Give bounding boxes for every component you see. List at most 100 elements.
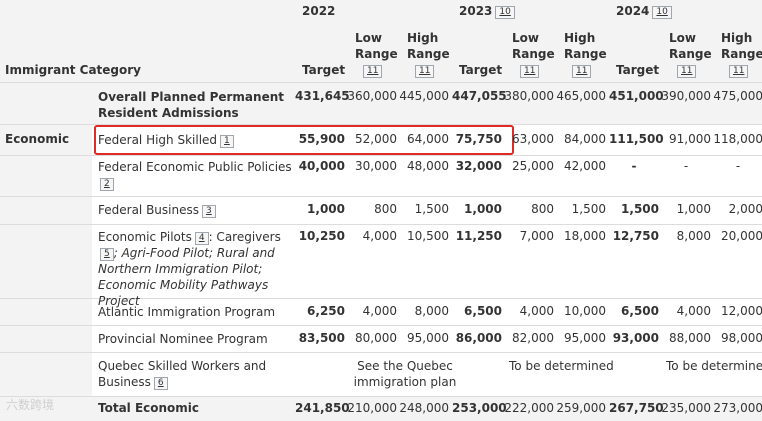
value-cell: 8,000 [676,229,711,243]
footnote-ref-3[interactable]: 3 [201,205,216,218]
quebec-note-2023: To be determined [509,359,614,373]
target-2022-header: Target [302,63,346,77]
value-cell: 447,055 [452,89,507,103]
value-cell: 451,000 [609,89,664,103]
overall-band [0,83,762,124]
value-cell: 18,000 [564,229,606,243]
value-cell: 40,000 [298,159,345,173]
value-cell: 91,000 [669,132,711,146]
highlight-box [94,125,514,155]
row-label-federal-economic-public-policies: Federal Economic Public Policies 2 [98,159,292,191]
value-cell: 42,000 [564,159,606,173]
value-cell: 273,000 [713,401,762,415]
year-2022-header: 2022 [302,4,336,18]
footnote-ref-4[interactable]: 4 [194,232,209,245]
header-divider [0,82,762,83]
value-cell: 95,000 [564,331,606,345]
row-label-economic-pilots: Economic Pilots 4: Caregivers 5; Agri-Foo… [98,229,298,309]
value-cell: 86,000 [455,331,502,345]
value-cell: 52,000 [355,132,397,146]
value-cell: 241,850 [295,401,350,415]
row-divider [0,196,762,197]
high-label: High [407,31,439,45]
row-divider [0,224,762,225]
year-2024-label: 2024 [616,4,650,18]
watermark: 六数跨境 [6,398,55,412]
footnote-ref-1[interactable]: 1 [220,135,234,148]
value-cell: 63,000 [512,132,554,146]
value-cell: 1,500 [414,202,449,216]
row-label-quebec-skilled-workers: Quebec Skilled Workers and Business 6 [98,358,266,390]
footnote-ref-6[interactable]: 6 [153,377,168,390]
value-cell: - [631,159,637,173]
value-cell: 55,900 [298,132,345,146]
row-label-atlantic-immigration-program: Atlantic Immigration Program [98,305,276,319]
value-cell: 25,000 [512,159,554,173]
range-label: Range [512,47,555,61]
footnote-ref-11[interactable]: 11 [572,65,592,78]
row-label-line3: Northern Immigration Pilot; [98,262,263,276]
value-cell: 465,000 [556,89,606,103]
value-cell: 6,500 [464,304,502,318]
value-cell: 64,000 [407,132,449,146]
row-divider [0,124,762,125]
value-cell: 10,250 [298,229,345,243]
low-label: Low [669,31,696,45]
value-cell: 8,000 [414,304,449,318]
target-2024-header: Target [616,63,660,77]
quebec-note-2022: See the Quebec immigration plan [340,358,470,390]
caregivers-text: : Caregivers [208,230,281,244]
footnote-ref-11[interactable]: 11 [520,65,540,78]
row-label-line2: Business 6 [98,374,266,390]
value-cell: 235,000 [661,401,711,415]
value-cell: 32,000 [455,159,502,173]
value-cell: 800 [531,202,554,216]
value-cell: 1,500 [571,202,606,216]
value-cell: 12,750 [612,229,659,243]
total-band [0,396,762,421]
value-cell: 360,000 [347,89,397,103]
low-range-2023-header: Low Range 11 [512,30,555,78]
value-cell: 222,000 [504,401,554,415]
value-cell: 210,000 [347,401,397,415]
value-cell: 7,000 [519,229,554,243]
row-divider [0,155,762,156]
quebec-note-2024: To be determined [666,359,762,373]
high-label: High [721,31,753,45]
value-cell: 2,000 [728,202,762,216]
value-cell: 4,000 [519,304,554,318]
value-cell: 98,000 [721,331,762,345]
range-label: Range [564,47,607,61]
row-label-text: Federal Economic Public Policies [98,160,292,174]
footnote-ref-11[interactable]: 11 [415,65,435,78]
footnote-ref-11[interactable]: 11 [677,65,697,78]
footnote-ref-11[interactable]: 11 [363,65,383,78]
value-cell: 4,000 [676,304,711,318]
value-cell: 82,000 [512,331,554,345]
value-cell: 48,000 [407,159,449,173]
group-column-band [0,124,92,396]
footnote-ref-10[interactable]: 10 [652,6,672,19]
year-2024-header: 2024 10 [616,3,672,19]
row-divider [0,352,762,353]
footnote-ref-5[interactable]: 5 [100,248,114,261]
value-cell: 95,000 [407,331,449,345]
value-cell: - [735,159,741,173]
row-label-text: Business [98,375,151,389]
value-cell: 84,000 [564,132,606,146]
value-cell: 390,000 [661,89,711,103]
value-cell: 10,000 [564,304,606,318]
value-cell: 12,000 [721,304,762,318]
footnote-ref-2[interactable]: 2 [100,178,114,191]
row-divider [0,298,762,299]
group-label-economic: Economic [5,132,70,146]
value-cell: 4,000 [362,304,397,318]
note-line2: immigration plan [353,375,457,389]
footnote-ref-10[interactable]: 10 [495,6,515,19]
target-2023-header: Target [459,63,503,77]
value-cell: 1,000 [307,202,345,216]
footnote-ref-11[interactable]: 11 [729,65,749,78]
row-label-line2: 5; Agri-Food Pilot; Rural and [98,245,298,261]
value-cell: 6,250 [307,304,345,318]
row-label-provincial-nominee-program: Provincial Nominee Program [98,332,268,346]
